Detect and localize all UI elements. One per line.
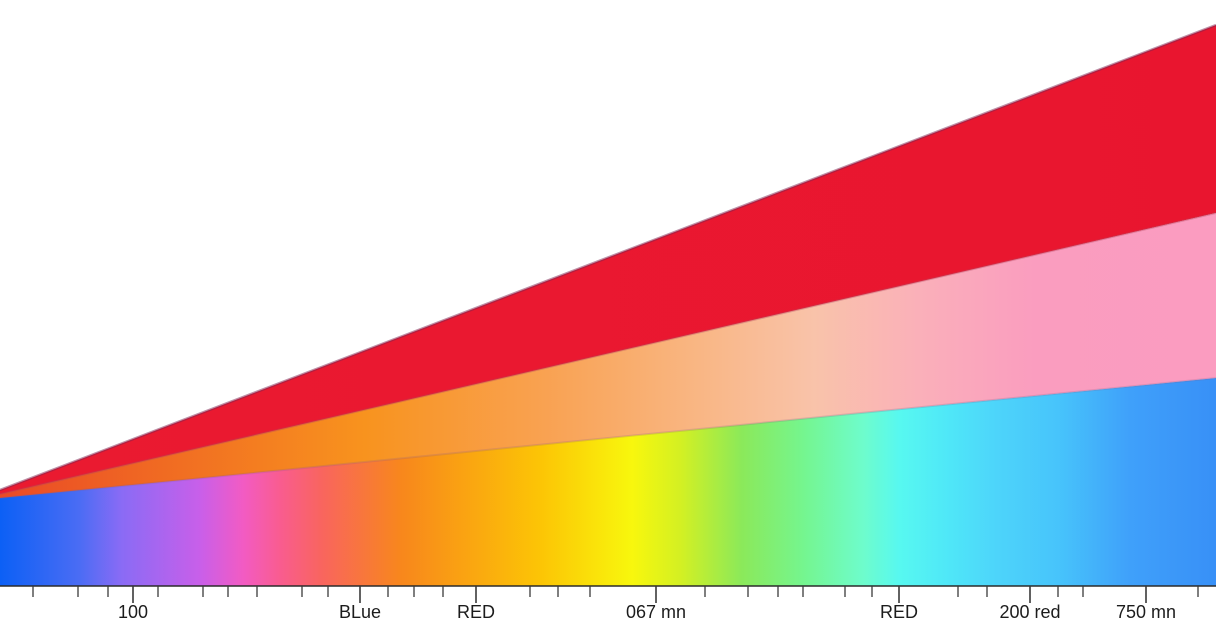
- spectrum-band-wedge: [0, 378, 1216, 586]
- x-axis-labels: 100 BLue RED 067 mn RED 200 red 750 mn: [118, 602, 1176, 622]
- axis-tick-label: 067 mn: [626, 602, 686, 622]
- red-band-wedge: [0, 25, 1216, 496]
- axis-tick-label: RED: [457, 602, 495, 622]
- axis-tick-label: 750 mn: [1116, 602, 1176, 622]
- axis-tick-label: RED: [880, 602, 918, 622]
- x-axis: [0, 585, 1216, 603]
- bands-layer: [0, 23, 1216, 586]
- pastel-band-top-edge: [0, 212, 1216, 495]
- axis-tick-label: BLue: [339, 602, 381, 622]
- axis-tick-label: 200 red: [999, 602, 1060, 622]
- spectrum-band-top-edge: [0, 377, 1216, 499]
- axis-tick-label: 100: [118, 602, 148, 622]
- pastel-band-wedge: [0, 213, 1216, 499]
- red-band-top-edge: [0, 23, 1216, 492]
